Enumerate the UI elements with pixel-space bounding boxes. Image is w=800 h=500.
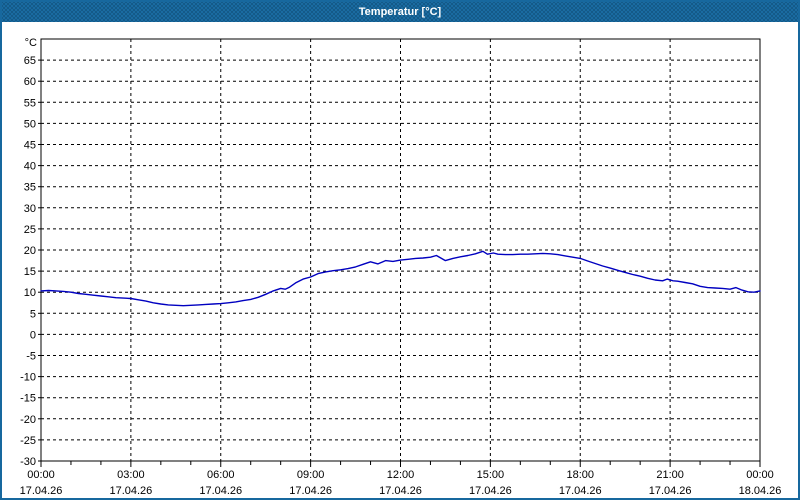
x-tick-date-label: 17.04.26	[109, 485, 152, 497]
y-tick-label: -5	[26, 351, 36, 363]
y-tick-label: 25	[24, 224, 36, 236]
y-tick-label: 60	[24, 76, 36, 88]
x-tick-time-label: 18:00	[566, 469, 594, 481]
y-tick-label: 65	[24, 55, 36, 67]
x-tick-date-label: 17.04.26	[289, 485, 332, 497]
window-title: Temperatur [°C]	[358, 6, 442, 18]
y-tick-label: 15	[24, 266, 36, 278]
y-tick-label: 20	[24, 245, 36, 257]
y-tick-label: 50	[24, 118, 36, 130]
y-tick-label: 10	[24, 287, 36, 299]
x-tick-date-label: 17.04.26	[379, 485, 422, 497]
window-titlebar[interactable]: Temperatur [°C]	[2, 2, 798, 22]
y-tick-label: -15	[20, 393, 36, 405]
y-tick-label: 35	[24, 182, 36, 194]
y-tick-label: -10	[20, 372, 36, 384]
x-tick-date-label: 18.04.26	[739, 485, 782, 497]
chart-area: 65 60 55 50 45 40 35 30 25 20 15 10 5 0 -5 -10 -15 -20 -25…	[2, 22, 798, 498]
temperature-series-line	[40, 250, 761, 307]
y-tick-label: -30	[20, 456, 36, 468]
y-tick-label: 0	[30, 329, 36, 341]
x-tick-time-label: 15:00	[477, 469, 505, 481]
x-tick-time-label: 21:00	[656, 469, 684, 481]
x-tick-time-label: 12:00	[387, 469, 415, 481]
y-tick-label: -20	[20, 414, 36, 426]
x-tick-date-label: 17.04.26	[20, 485, 63, 497]
x-tick-time-label: 00:00	[746, 469, 774, 481]
y-tick-label: 30	[24, 203, 36, 215]
x-tick-time-label: 09:00	[297, 469, 325, 481]
x-tick-date-label: 17.04.26	[559, 485, 602, 497]
y-tick-label: 5	[30, 308, 36, 320]
y-tick-label: 45	[24, 140, 36, 152]
y-axis-unit-label: °C	[25, 37, 37, 49]
x-tick-date-label: 17.04.26	[649, 485, 692, 497]
y-tick-label: -25	[20, 435, 36, 447]
x-tick-date-label: 17.04.26	[199, 485, 242, 497]
y-tick-label: 55	[24, 97, 36, 109]
x-tick-time-label: 00:00	[27, 469, 55, 481]
x-tick-time-label: 03:00	[117, 469, 145, 481]
plot-border	[40, 38, 761, 462]
y-tick-label: 40	[24, 161, 36, 173]
x-tick-date-label: 17.04.26	[469, 485, 512, 497]
x-tick-time-label: 06:00	[207, 469, 235, 481]
temperature-chart: 65605550454035302520151050-5-10-15-20-25…	[20, 37, 782, 497]
